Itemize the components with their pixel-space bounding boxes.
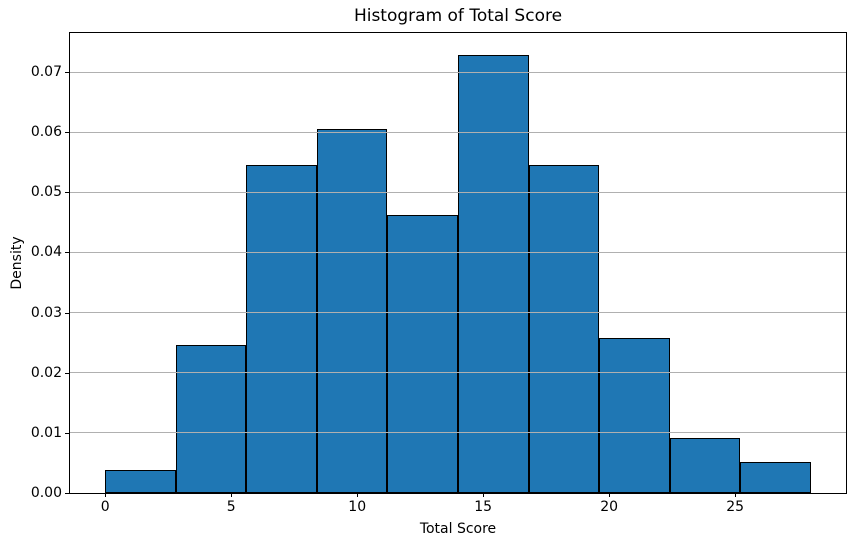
y-tick-label: 0.04 [30, 244, 62, 261]
histogram-bar-9 [740, 462, 811, 493]
x-tick-label: 25 [726, 499, 745, 515]
x-axis-label: Total Score [419, 521, 497, 537]
y-gridline [70, 131, 846, 133]
y-gridline [70, 432, 846, 434]
x-tick-label: 10 [348, 499, 367, 515]
histogram-bar-3 [316, 128, 388, 493]
histogram-bar-0 [105, 469, 176, 493]
y-tick-mark [65, 372, 69, 374]
y-tick-label: 0.00 [30, 485, 62, 501]
y-tick-label: 0.01 [30, 424, 62, 441]
x-tick-label: 5 [226, 499, 236, 515]
y-axis-label: Density [9, 236, 25, 290]
y-tick-mark [65, 312, 69, 314]
y-tick-mark [65, 132, 69, 134]
y-tick-mark [65, 72, 69, 74]
y-gridline [70, 251, 846, 253]
x-tick-mark [609, 493, 611, 497]
y-tick-label: 0.06 [30, 124, 62, 141]
chart-title: Histogram of Total Score [353, 6, 563, 26]
x-tick-mark [231, 493, 233, 497]
y-tick-label: 0.03 [30, 304, 62, 321]
histogram-bar-6 [528, 165, 600, 493]
x-tick-mark [735, 493, 737, 497]
y-tick-label: 0.02 [30, 364, 62, 381]
y-tick-mark [65, 432, 69, 434]
histogram-bar-8 [669, 438, 741, 493]
y-tick-label: 0.07 [30, 64, 62, 81]
x-tick-mark [357, 493, 359, 497]
histogram-bar-7 [599, 338, 670, 493]
histogram-bar-1 [175, 345, 247, 493]
y-tick-mark [65, 192, 69, 194]
y-tick-label: 0.05 [30, 184, 62, 201]
histogram-bar-5 [458, 55, 529, 493]
histogram-bar-4 [387, 215, 458, 493]
x-tick-mark [483, 493, 485, 497]
y-gridline [70, 71, 846, 73]
x-tick-label: 20 [600, 499, 619, 515]
y-gridline [70, 372, 846, 374]
x-tick-label: 15 [474, 499, 493, 515]
y-tick-mark [65, 252, 69, 254]
x-tick-mark [105, 493, 107, 497]
x-tick-label: 0 [100, 499, 110, 515]
y-gridline [70, 191, 846, 193]
y-gridline [70, 312, 846, 314]
y-tick-mark [65, 493, 69, 494]
plot-area [70, 33, 846, 493]
histogram-bar-2 [246, 165, 317, 493]
